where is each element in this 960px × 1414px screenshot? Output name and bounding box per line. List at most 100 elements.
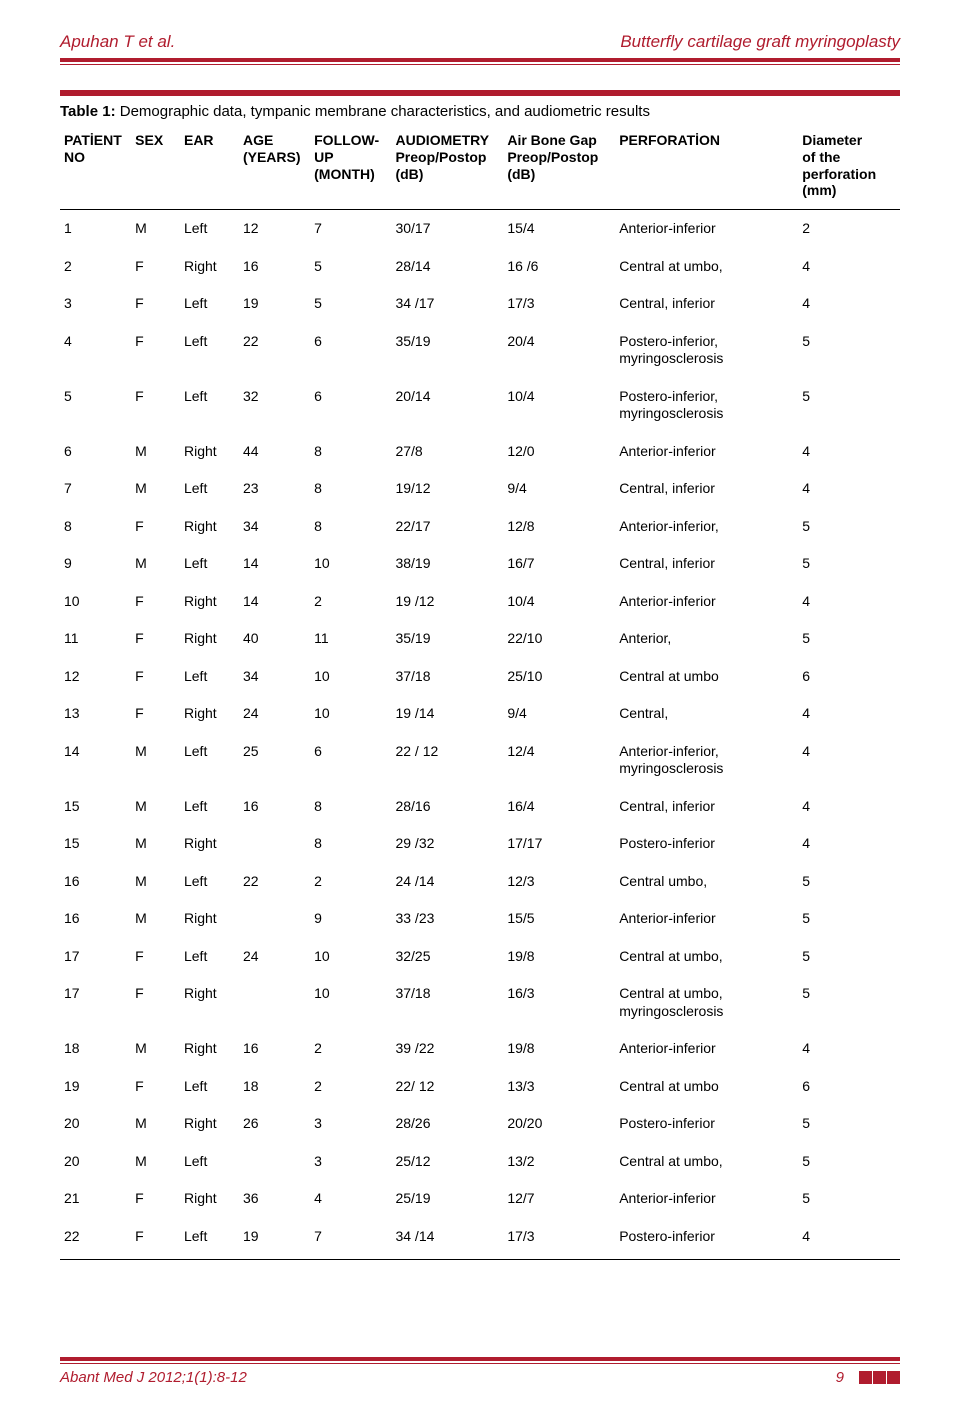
cell-no: 4 bbox=[60, 323, 131, 378]
cell-age: 34 bbox=[239, 508, 310, 546]
cell-ear: Right bbox=[180, 975, 239, 1030]
cell-ear: Right bbox=[180, 248, 239, 286]
cell-sex: F bbox=[131, 938, 180, 976]
table-row: 20MRight26328/2620/20Postero-inferior5 bbox=[60, 1105, 900, 1143]
cell-sex: F bbox=[131, 1068, 180, 1106]
cell-no: 8 bbox=[60, 508, 131, 546]
cell-perf: Anterior-inferior,myringosclerosis bbox=[615, 733, 798, 788]
cell-abg: 12/3 bbox=[503, 863, 615, 901]
cell-abg: 13/3 bbox=[503, 1068, 615, 1106]
cell-sex: M bbox=[131, 733, 180, 788]
cell-aud: 38/19 bbox=[391, 545, 503, 583]
page: Apuhan T et al. Butterfly cartilage graf… bbox=[0, 0, 960, 1414]
cell-abg: 25/10 bbox=[503, 658, 615, 696]
cell-aud: 22/17 bbox=[391, 508, 503, 546]
cell-abg: 22/10 bbox=[503, 620, 615, 658]
cell-perf: Central at umbo bbox=[615, 1068, 798, 1106]
col-header-abg: Air Bone GapPreop/Postop(dB) bbox=[503, 128, 615, 210]
table-row: 18MRight16239 /2219/8Anterior-inferior4 bbox=[60, 1030, 900, 1068]
cell-aud: 35/19 bbox=[391, 323, 503, 378]
cell-no: 16 bbox=[60, 900, 131, 938]
cell-sex: M bbox=[131, 788, 180, 826]
cell-dia: 5 bbox=[798, 863, 900, 901]
cell-abg: 20/20 bbox=[503, 1105, 615, 1143]
table-row: 8FRight34822/1712/8Anterior-inferior,5 bbox=[60, 508, 900, 546]
cell-no: 20 bbox=[60, 1143, 131, 1181]
cell-no: 12 bbox=[60, 658, 131, 696]
cell-perf: Anterior-inferior, bbox=[615, 508, 798, 546]
cell-dia: 5 bbox=[798, 975, 900, 1030]
cell-sex: F bbox=[131, 323, 180, 378]
cell-abg: 17/3 bbox=[503, 285, 615, 323]
cell-abg: 10/4 bbox=[503, 378, 615, 433]
caption-bold: Table 1: bbox=[60, 103, 116, 120]
cell-dia: 6 bbox=[798, 658, 900, 696]
cell-perf: Central, inferior bbox=[615, 470, 798, 508]
cell-fu: 7 bbox=[310, 210, 391, 248]
cell-abg: 17/17 bbox=[503, 825, 615, 863]
caption-accent-bar bbox=[60, 90, 900, 96]
cell-sex: F bbox=[131, 695, 180, 733]
cell-dia: 5 bbox=[798, 1180, 900, 1218]
cell-abg: 16/3 bbox=[503, 975, 615, 1030]
cell-aud: 32/25 bbox=[391, 938, 503, 976]
cell-fu: 3 bbox=[310, 1105, 391, 1143]
cell-aud: 27/8 bbox=[391, 433, 503, 471]
cell-abg: 15/5 bbox=[503, 900, 615, 938]
table-row: 6MRight44827/812/0Anterior-inferior4 bbox=[60, 433, 900, 471]
cell-aud: 30/17 bbox=[391, 210, 503, 248]
cell-no: 17 bbox=[60, 975, 131, 1030]
cell-perf: Anterior-inferior bbox=[615, 1180, 798, 1218]
cell-no: 1 bbox=[60, 210, 131, 248]
cell-aud: 28/26 bbox=[391, 1105, 503, 1143]
cell-ear: Left bbox=[180, 545, 239, 583]
cell-age: 16 bbox=[239, 1030, 310, 1068]
cell-ear: Left bbox=[180, 733, 239, 788]
table-row: 1MLeft12730/1715/4Anterior-inferior2 bbox=[60, 210, 900, 248]
cell-dia: 4 bbox=[798, 583, 900, 621]
cell-abg: 12/7 bbox=[503, 1180, 615, 1218]
col-header-no: PATİENTNO bbox=[60, 128, 131, 210]
cell-no: 9 bbox=[60, 545, 131, 583]
cell-aud: 37/18 bbox=[391, 658, 503, 696]
cell-ear: Right bbox=[180, 583, 239, 621]
cell-sex: F bbox=[131, 248, 180, 286]
cell-abg: 9/4 bbox=[503, 470, 615, 508]
cell-age: 32 bbox=[239, 378, 310, 433]
cell-dia: 5 bbox=[798, 620, 900, 658]
cell-age: 44 bbox=[239, 433, 310, 471]
cell-age: 22 bbox=[239, 323, 310, 378]
cell-ear: Right bbox=[180, 433, 239, 471]
cell-aud: 28/16 bbox=[391, 788, 503, 826]
cell-no: 14 bbox=[60, 733, 131, 788]
cell-fu: 10 bbox=[310, 938, 391, 976]
cell-age bbox=[239, 1143, 310, 1181]
table-row: 5FLeft32620/1410/4Postero-inferior,myrin… bbox=[60, 378, 900, 433]
table-row: 2FRight16528/1416 /6Central at umbo,4 bbox=[60, 248, 900, 286]
cell-perf: Postero-inferior bbox=[615, 1105, 798, 1143]
cell-no: 2 bbox=[60, 248, 131, 286]
cell-age bbox=[239, 825, 310, 863]
cell-age bbox=[239, 975, 310, 1030]
cell-dia: 5 bbox=[798, 938, 900, 976]
table-row: 17FLeft241032/2519/8Central at umbo,5 bbox=[60, 938, 900, 976]
cell-age: 18 bbox=[239, 1068, 310, 1106]
cell-fu: 8 bbox=[310, 433, 391, 471]
cell-perf: Central, inferior bbox=[615, 788, 798, 826]
cell-age: 19 bbox=[239, 1218, 310, 1260]
cell-fu: 10 bbox=[310, 658, 391, 696]
cell-sex: F bbox=[131, 1180, 180, 1218]
cell-ear: Left bbox=[180, 1218, 239, 1260]
cell-abg: 17/3 bbox=[503, 1218, 615, 1260]
cell-perf: Central at umbo, bbox=[615, 1143, 798, 1181]
cell-age: 24 bbox=[239, 938, 310, 976]
cell-no: 17 bbox=[60, 938, 131, 976]
cell-sex: F bbox=[131, 620, 180, 658]
cell-sex: F bbox=[131, 583, 180, 621]
cell-no: 19 bbox=[60, 1068, 131, 1106]
cell-aud: 19/12 bbox=[391, 470, 503, 508]
cell-perf: Anterior-inferior bbox=[615, 433, 798, 471]
cell-aud: 34 /14 bbox=[391, 1218, 503, 1260]
cell-abg: 20/4 bbox=[503, 323, 615, 378]
caption-rest: Demographic data, tympanic membrane char… bbox=[116, 103, 650, 120]
